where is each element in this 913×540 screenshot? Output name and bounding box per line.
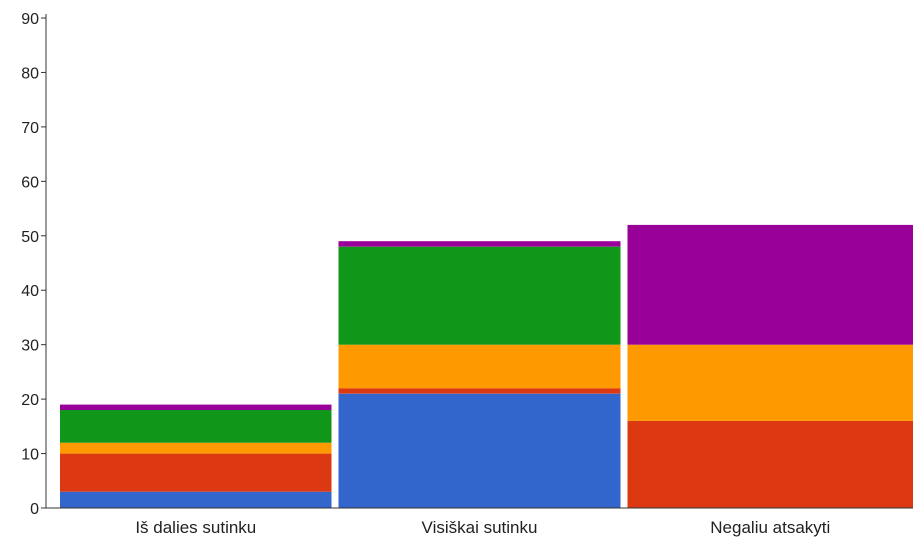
bar-segment-1-1 — [338, 388, 621, 394]
y-tick-label: 70 — [21, 120, 39, 137]
y-tick-label: 60 — [21, 174, 39, 191]
y-tick-label: 0 — [30, 501, 39, 518]
bar-segment-0-4 — [60, 404, 332, 410]
bar-segment-1-2 — [338, 344, 621, 389]
bars-layer — [60, 224, 913, 508]
bar-segment-1-4 — [338, 241, 621, 247]
bar-segment-0-3 — [60, 410, 332, 443]
y-tick-label: 80 — [21, 65, 39, 82]
category-label: Negaliu atsakyti — [710, 518, 830, 537]
category-label: Iš dalies sutinku — [135, 518, 256, 537]
category-label: Visiškai sutinku — [422, 518, 538, 537]
bar-segment-0-1 — [60, 453, 332, 492]
bar-segment-2-2 — [627, 344, 913, 421]
bar-segment-0-0 — [60, 491, 332, 508]
y-tick-label: 10 — [21, 447, 39, 464]
y-tick-label: 50 — [21, 229, 39, 246]
axis-layer: Iš dalies sutinku Visiškai sutinku Negaliu… — [21, 11, 913, 537]
bar-segment-1-0 — [338, 393, 621, 508]
y-tick-label: 90 — [21, 11, 39, 28]
y-tick-label: 20 — [21, 392, 39, 409]
y-tick-label: 30 — [21, 338, 39, 355]
bar-segment-2-4 — [627, 224, 913, 345]
bar-segment-0-2 — [60, 442, 332, 454]
bar-segment-2-1 — [627, 420, 913, 508]
y-tick-label: 40 — [21, 283, 39, 300]
bar-segment-1-3 — [338, 246, 621, 345]
